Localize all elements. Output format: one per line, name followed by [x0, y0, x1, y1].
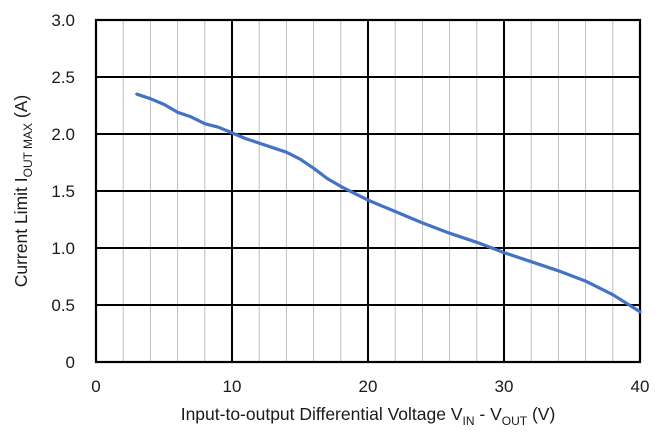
y-tick-label: 1.0	[51, 239, 75, 258]
x-tick-label: 0	[91, 377, 100, 396]
y-axis-title: Current Limit IOUT MAX (A)	[11, 95, 35, 288]
x-tick-labels: 0 10 20 30 40	[91, 377, 649, 396]
y-tick-labels: 0 0.5 1.0 1.5 2.0 2.5 3.0	[51, 11, 75, 372]
y-tick-label: 0	[66, 353, 75, 372]
y-tick-label: 1.5	[51, 182, 75, 201]
x-tick-label: 40	[631, 377, 650, 396]
series-layer	[135, 92, 642, 314]
major-gridlines	[96, 20, 640, 362]
y-tick-label: 3.0	[51, 11, 75, 30]
x-tick-label: 10	[223, 377, 242, 396]
x-tick-label: 30	[495, 377, 514, 396]
y-tick-label: 0.5	[51, 296, 75, 315]
x-axis-title: Input-to-output Differential Voltage VIN…	[181, 404, 556, 428]
y-tick-label: 2.0	[51, 125, 75, 144]
plot-area-frame	[94, 18, 642, 364]
series-line	[135, 92, 642, 314]
x-tick-label: 20	[359, 377, 378, 396]
y-tick-label: 2.5	[51, 68, 75, 87]
